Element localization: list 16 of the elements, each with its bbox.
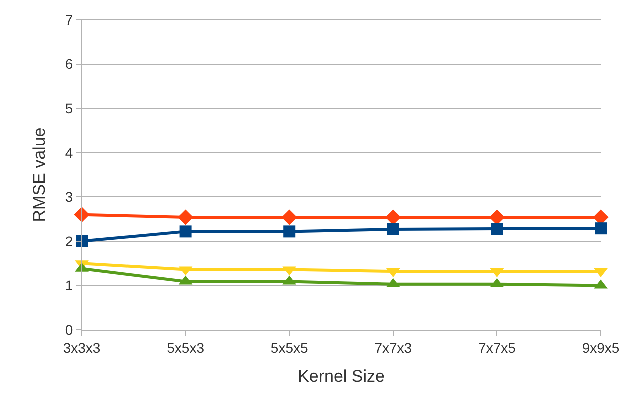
y-tick-label: 3 <box>65 189 74 206</box>
y-tick-label: 5 <box>65 100 74 116</box>
x-tick-label: 5x5x5 <box>270 340 308 356</box>
y-tick-label: 7 <box>65 12 74 28</box>
x-axis-title: Kernel Size <box>298 367 385 386</box>
y-tick-label: 1 <box>65 278 74 294</box>
x-tick-label: 7x7x3 <box>374 340 412 356</box>
y-tick-label: 0 <box>65 322 74 338</box>
y-tick-label: 6 <box>65 56 74 72</box>
y-tick-label: 2 <box>65 233 74 250</box>
x-tick-label: 9x9x5 <box>582 340 620 356</box>
x-tick-label: 7x7x5 <box>478 340 516 356</box>
y-tick-label: 4 <box>65 144 74 161</box>
y-axis-title: RMSE value <box>30 128 49 222</box>
x-tick-label: 3x3x3 <box>63 340 101 356</box>
x-tick-label: 5x5x3 <box>167 340 205 356</box>
